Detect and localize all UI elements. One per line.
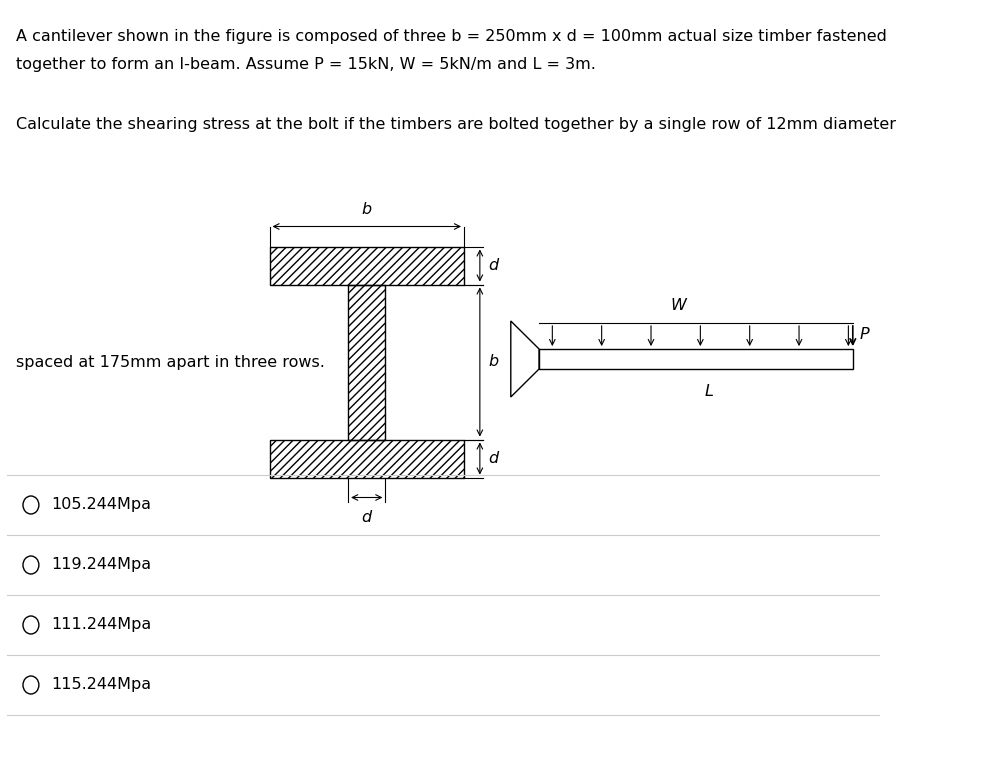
Text: together to form an I-beam. Assume P = 15kN, W = 5kN/m and L = 3m.: together to form an I-beam. Assume P = 1…	[16, 57, 595, 72]
Text: b: b	[362, 202, 372, 216]
Text: d: d	[488, 451, 498, 466]
Text: Calculate the shearing stress at the bolt if the timbers are bolted together by : Calculate the shearing stress at the bol…	[16, 117, 895, 132]
Text: 111.244Mpa: 111.244Mpa	[51, 617, 151, 633]
Text: L: L	[704, 384, 712, 399]
Bar	[348, 285, 385, 439]
Text: b: b	[488, 354, 498, 370]
Text: P: P	[859, 328, 869, 342]
Text: W: W	[669, 298, 685, 313]
Text: spaced at 175mm apart in three rows.: spaced at 175mm apart in three rows.	[16, 354, 325, 370]
Text: d: d	[362, 509, 372, 525]
Text: 105.244Mpa: 105.244Mpa	[51, 498, 151, 512]
Text: 119.244Mpa: 119.244Mpa	[51, 558, 151, 572]
Text: A cantilever shown in the figure is composed of three b = 250mm x d = 100mm actu: A cantilever shown in the figure is comp…	[16, 29, 886, 44]
Text: 115.244Mpa: 115.244Mpa	[51, 677, 151, 693]
Bar	[538, 349, 852, 369]
Bar	[270, 439, 464, 478]
Bar	[270, 246, 464, 285]
Text: d: d	[488, 258, 498, 273]
